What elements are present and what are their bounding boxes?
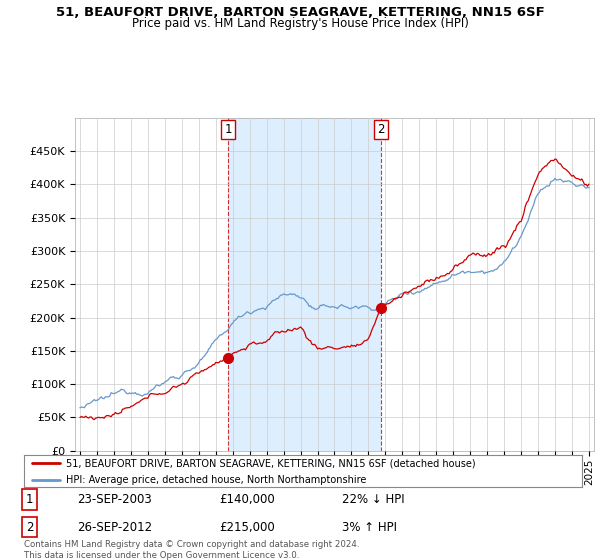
Text: 1: 1 <box>224 123 232 136</box>
Text: 3% ↑ HPI: 3% ↑ HPI <box>342 521 397 534</box>
Text: £140,000: £140,000 <box>220 493 275 506</box>
Bar <box>228 118 381 451</box>
Text: 2: 2 <box>377 123 385 136</box>
Text: 22% ↓ HPI: 22% ↓ HPI <box>342 493 404 506</box>
Text: Price paid vs. HM Land Registry's House Price Index (HPI): Price paid vs. HM Land Registry's House … <box>131 17 469 30</box>
Text: 51, BEAUFORT DRIVE, BARTON SEAGRAVE, KETTERING, NN15 6SF (detached house): 51, BEAUFORT DRIVE, BARTON SEAGRAVE, KET… <box>66 459 475 469</box>
Text: 23-SEP-2003: 23-SEP-2003 <box>77 493 152 506</box>
Text: 51, BEAUFORT DRIVE, BARTON SEAGRAVE, KETTERING, NN15 6SF: 51, BEAUFORT DRIVE, BARTON SEAGRAVE, KET… <box>56 6 544 18</box>
Text: 26-SEP-2012: 26-SEP-2012 <box>77 521 152 534</box>
Text: 2: 2 <box>26 521 34 534</box>
Text: HPI: Average price, detached house, North Northamptonshire: HPI: Average price, detached house, Nort… <box>66 475 366 485</box>
Text: Contains HM Land Registry data © Crown copyright and database right 2024.
This d: Contains HM Land Registry data © Crown c… <box>24 540 359 560</box>
Text: £215,000: £215,000 <box>220 521 275 534</box>
Text: 1: 1 <box>26 493 34 506</box>
